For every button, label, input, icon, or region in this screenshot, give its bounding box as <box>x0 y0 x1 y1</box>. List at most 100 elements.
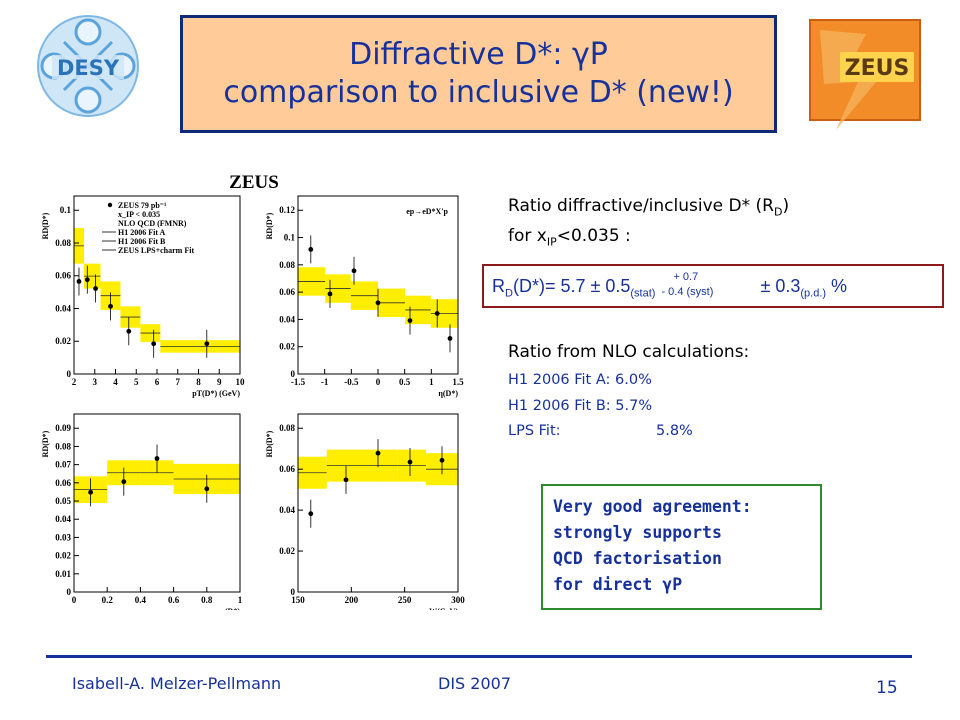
data-point <box>375 300 381 306</box>
y-tick-label: 0.04 <box>55 303 71 313</box>
title-line-2: comparison to inclusive D* (new!) <box>223 75 734 110</box>
data-point <box>84 277 90 283</box>
rd-result: RD(D*)= 5.7 ± 0.5(stat) + 0.7- 0.4 (syst)… <box>492 271 848 300</box>
x-tick-label: 0.2 <box>102 595 114 605</box>
data-point <box>308 511 314 517</box>
data-point <box>407 459 413 465</box>
zeus-figure: ZEUS 2 3 4 5 6 7 8 9 10 0 0.02 0.04 0.06 0.08 0.1 pT(D*… <box>36 168 468 616</box>
data-point <box>88 489 93 495</box>
x-tick-label: 6 <box>155 377 160 387</box>
x-tick-label: 0.8 <box>201 595 213 605</box>
x-tick-label: 1.5 <box>452 377 464 387</box>
x-tick-label: 150 <box>291 595 305 605</box>
y-tick-label: 0.08 <box>279 423 295 433</box>
desy-logo: DESY <box>34 12 142 120</box>
data-point <box>434 311 440 316</box>
x-axis-label: η(D*) <box>438 389 458 398</box>
x-tick-label: 0 <box>376 377 381 387</box>
page-number: 15 <box>876 678 898 698</box>
x-axis-label: z(D*) <box>221 607 240 610</box>
x-tick-label: 0 <box>72 595 77 605</box>
x-axis-label: W(GeV) <box>429 607 458 610</box>
y-tick-label: 0.08 <box>55 441 71 451</box>
y-tick-label: 0.07 <box>55 460 71 470</box>
y-tick-label: 0.04 <box>55 514 71 524</box>
fit-lps-value: 5.8% <box>656 423 693 439</box>
panel-frame <box>297 413 459 593</box>
legend-marker <box>107 202 113 208</box>
agreement-line: for direct γP <box>553 575 683 594</box>
y-tick-label: 0.1 <box>60 205 72 215</box>
y-axis-label: RD(D*) <box>265 430 274 457</box>
y-tick-label: 0.02 <box>55 336 71 346</box>
y-tick-label: 0.05 <box>55 496 71 506</box>
y-tick-label: 0.09 <box>55 423 71 433</box>
data-point <box>407 318 413 323</box>
legend-entry: x_IP < 0.035 <box>118 210 160 219</box>
y-tick-label: 0.03 <box>55 532 71 542</box>
fit-a-value: H1 2006 Fit A: 6.0% <box>508 372 652 388</box>
data-point <box>121 479 127 485</box>
data-point <box>327 291 333 297</box>
process-label: ep→eD*X'p <box>406 207 448 216</box>
agreement-line: QCD factorisation <box>553 549 722 568</box>
x-tick-label: 250 <box>398 595 412 605</box>
x-tick-label: 3 <box>93 377 98 387</box>
fit-lps-label: LPS Fit: <box>508 423 561 439</box>
data-point <box>151 341 157 347</box>
y-axis-label: RD(D*) <box>265 212 274 239</box>
rd-result-box: RD(D*)= 5.7 ± 0.5(stat) + 0.7- 0.4 (syst)… <box>482 264 944 308</box>
y-tick-label: 0.02 <box>55 551 71 561</box>
x-tick-label: 2 <box>72 377 77 387</box>
y-axis-label: RD(D*) <box>41 430 50 457</box>
x-axis-label: pT(D*) (GeV) <box>192 389 240 398</box>
data-point <box>375 450 381 456</box>
svg-text:ZEUS: ZEUS <box>845 56 910 81</box>
x-tick-label: 8 <box>196 377 201 387</box>
data-point <box>108 303 113 309</box>
title-box: Diffractive D*: γP comparison to inclusi… <box>180 15 777 133</box>
y-tick-label: 0 <box>291 587 296 597</box>
y-tick-label: 0.02 <box>279 546 295 556</box>
agreement-line: Very good agreement: <box>553 497 752 516</box>
footer-conference: DIS 2007 <box>438 674 511 693</box>
data-point <box>126 328 132 334</box>
y-tick-label: 0.01 <box>55 569 71 579</box>
data-point <box>76 279 82 284</box>
agreement-box: Very good agreement: strongly supports Q… <box>541 484 822 610</box>
data-point <box>204 486 210 492</box>
data-point <box>351 268 357 274</box>
legend-entry: ZEUS 79 pb⁻¹ <box>118 201 167 210</box>
fit-b-value: H1 2006 Fit B: 5.7% <box>508 398 653 414</box>
x-tick-label: 0.4 <box>135 595 147 605</box>
zeus-logo: ZEUS <box>806 12 924 144</box>
title-line-1: Diffractive D*: γP <box>349 37 608 72</box>
y-tick-label: 0.08 <box>279 260 295 270</box>
x-tick-label: -0.5 <box>344 377 359 387</box>
x-tick-label: 1 <box>238 595 243 605</box>
data-point <box>204 341 210 347</box>
y-tick-label: 0.06 <box>279 287 295 297</box>
y-tick-label: 0.1 <box>284 233 296 243</box>
legend-entry: H1 2006 Fit A <box>118 228 166 237</box>
ratio-condition: for xIP<0.035 : <box>508 226 631 249</box>
legend-entry: NLO QCD (FMNR) <box>118 219 187 228</box>
figure-header: ZEUS <box>229 172 279 193</box>
x-tick-label: 7 <box>176 377 181 387</box>
x-tick-label: 300 <box>451 595 465 605</box>
ratio-description: Ratio diffractive/inclusive D* (RD) <box>508 196 790 219</box>
legend-entry: ZEUS LPS+charm Fit <box>118 246 194 255</box>
y-tick-label: 0.04 <box>279 314 295 324</box>
x-tick-label: 1 <box>429 377 434 387</box>
data-point <box>447 336 453 341</box>
svg-text:DESY: DESY <box>57 56 120 80</box>
data-point <box>439 457 445 463</box>
agreement-line: strongly supports <box>553 523 722 542</box>
y-tick-label: 0.06 <box>279 464 295 474</box>
data-point <box>154 456 160 461</box>
y-tick-label: 0.06 <box>55 271 71 281</box>
footer-divider <box>46 655 912 658</box>
y-tick-label: 0.02 <box>279 342 295 352</box>
y-tick-label: 0 <box>67 587 72 597</box>
data-point <box>308 247 314 252</box>
